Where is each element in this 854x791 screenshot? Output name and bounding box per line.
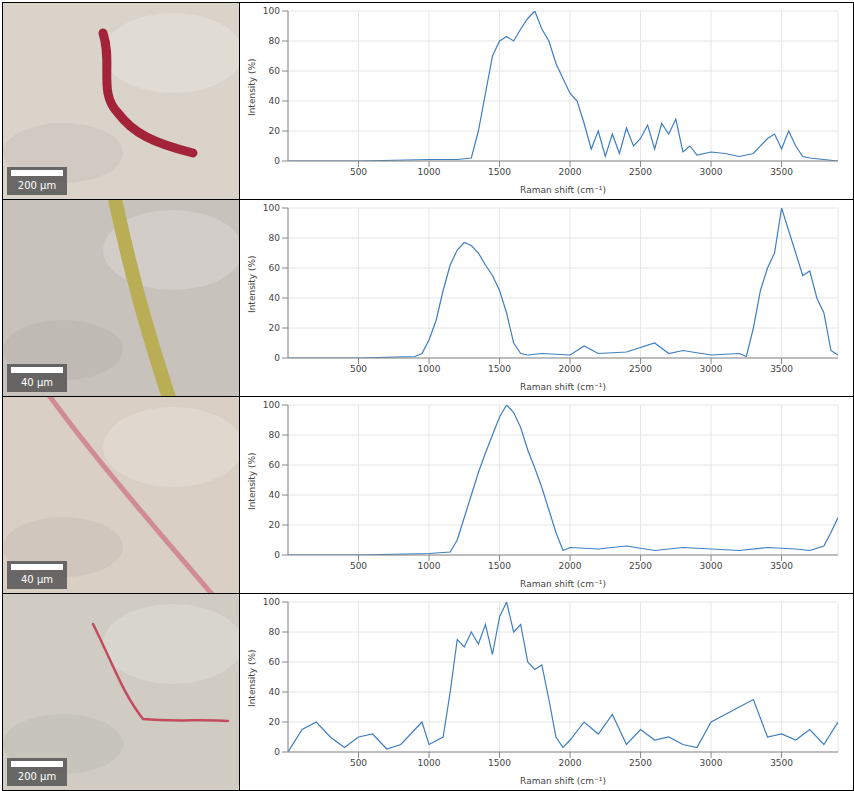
svg-text:3000: 3000	[700, 364, 723, 374]
svg-text:Intensity (%): Intensity (%)	[247, 255, 257, 313]
svg-text:1000: 1000	[418, 561, 441, 571]
svg-text:3500: 3500	[770, 364, 793, 374]
svg-text:60: 60	[269, 66, 281, 76]
svg-text:0: 0	[274, 156, 280, 166]
svg-text:60: 60	[269, 657, 281, 667]
svg-text:0: 0	[274, 550, 280, 560]
svg-text:1500: 1500	[488, 364, 511, 374]
svg-text:20: 20	[269, 717, 281, 727]
svg-text:2000: 2000	[559, 561, 582, 571]
svg-text:2500: 2500	[629, 561, 652, 571]
svg-text:Raman shift (cm⁻¹): Raman shift (cm⁻¹)	[520, 776, 606, 786]
svg-text:80: 80	[269, 36, 281, 46]
svg-text:1500: 1500	[488, 758, 511, 768]
svg-text:3000: 3000	[700, 561, 723, 571]
svg-text:2500: 2500	[629, 758, 652, 768]
svg-text:60: 60	[269, 263, 281, 273]
svg-text:40: 40	[269, 687, 281, 697]
svg-text:3500: 3500	[770, 167, 793, 177]
svg-text:500: 500	[350, 364, 367, 374]
svg-text:1500: 1500	[488, 561, 511, 571]
svg-text:Intensity (%): Intensity (%)	[247, 649, 257, 707]
svg-text:100: 100	[263, 203, 280, 213]
svg-text:3500: 3500	[770, 758, 793, 768]
svg-text:2000: 2000	[559, 364, 582, 374]
svg-text:2500: 2500	[629, 364, 652, 374]
svg-text:100: 100	[263, 6, 280, 16]
svg-text:40: 40	[269, 96, 281, 106]
svg-text:80: 80	[269, 233, 281, 243]
svg-text:20: 20	[269, 126, 281, 136]
svg-text:20: 20	[269, 323, 281, 333]
svg-text:40 µm: 40 µm	[21, 574, 53, 585]
svg-text:1000: 1000	[418, 364, 441, 374]
svg-text:3000: 3000	[700, 167, 723, 177]
svg-text:2000: 2000	[559, 167, 582, 177]
svg-text:1000: 1000	[418, 758, 441, 768]
svg-text:80: 80	[269, 627, 281, 637]
svg-text:Raman shift (cm⁻¹): Raman shift (cm⁻¹)	[520, 579, 606, 589]
svg-text:0: 0	[274, 747, 280, 757]
svg-text:Intensity (%): Intensity (%)	[247, 58, 257, 116]
svg-text:100: 100	[263, 597, 280, 607]
svg-text:3000: 3000	[700, 758, 723, 768]
svg-text:1500: 1500	[488, 167, 511, 177]
svg-text:1000: 1000	[418, 167, 441, 177]
svg-text:40 µm: 40 µm	[21, 377, 53, 388]
svg-text:40: 40	[269, 490, 281, 500]
svg-text:Intensity (%): Intensity (%)	[247, 452, 257, 510]
svg-text:3500: 3500	[770, 561, 793, 571]
svg-text:100: 100	[263, 400, 280, 410]
svg-text:20: 20	[269, 520, 281, 530]
svg-text:200 µm: 200 µm	[18, 180, 56, 191]
svg-text:40: 40	[269, 293, 281, 303]
svg-text:Raman shift (cm⁻¹): Raman shift (cm⁻¹)	[520, 185, 606, 195]
svg-text:Raman shift (cm⁻¹): Raman shift (cm⁻¹)	[520, 382, 606, 392]
svg-text:2000: 2000	[559, 758, 582, 768]
svg-text:2500: 2500	[629, 167, 652, 177]
svg-text:200 µm: 200 µm	[18, 771, 56, 782]
svg-text:500: 500	[350, 167, 367, 177]
svg-text:80: 80	[269, 430, 281, 440]
svg-text:500: 500	[350, 561, 367, 571]
svg-text:0: 0	[274, 353, 280, 363]
svg-text:60: 60	[269, 460, 281, 470]
svg-text:500: 500	[350, 758, 367, 768]
